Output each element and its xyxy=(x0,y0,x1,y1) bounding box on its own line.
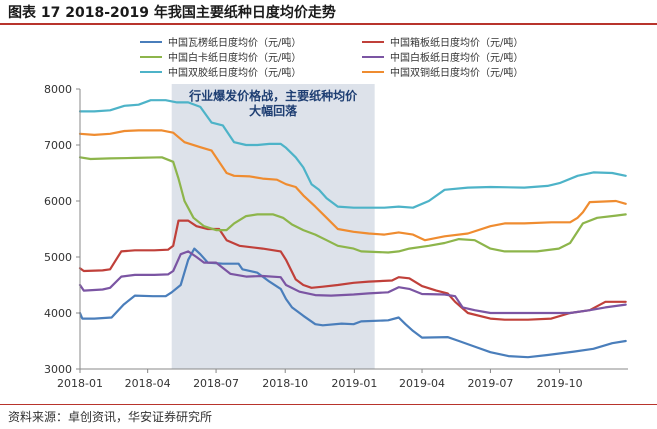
source-rule xyxy=(0,404,657,405)
x-tick-label: 2019-04 xyxy=(399,377,445,390)
y-tick-label: 7000 xyxy=(44,139,72,152)
y-tick-label: 4000 xyxy=(44,307,72,320)
series-line-2 xyxy=(78,156,627,254)
legend-swatch-coated-paper xyxy=(362,70,384,73)
x-tick-label: 2018-10 xyxy=(262,377,308,390)
y-tick-label: 3000 xyxy=(44,363,72,376)
legend-item-containerboard: 中国箱板纸日度均价（元/吨） xyxy=(362,34,523,49)
legend-item-corrugated: 中国瓦楞纸日度均价（元/吨） xyxy=(140,34,301,49)
legend-item-ivory-board: 中国白卡纸日度均价（元/吨） xyxy=(140,49,301,64)
legend-label-offset-paper: 中国双胶纸日度均价（元/吨） xyxy=(168,68,302,79)
y-tick-label: 8000 xyxy=(44,83,72,96)
legend-item-coated-paper: 中国双铜纸日度均价（元/吨） xyxy=(362,64,523,79)
legend-swatch-duplex-board xyxy=(362,55,384,58)
legend-swatch-containerboard xyxy=(362,40,384,43)
series-layer xyxy=(78,99,627,359)
x-tick-label: 2019-10 xyxy=(537,377,583,390)
legend-item-offset-paper: 中国双胶纸日度均价（元/吨） xyxy=(140,64,301,79)
series-line-5 xyxy=(78,129,627,242)
figure-title: 图表 17 2018-2019 年我国主要纸种日度均价走势 xyxy=(8,5,336,21)
legend-label-coated-paper: 中国双铜纸日度均价（元/吨） xyxy=(390,68,524,79)
x-tick-label: 2018-01 xyxy=(57,377,103,390)
legend-label-containerboard: 中国箱板纸日度均价（元/吨） xyxy=(390,38,524,49)
x-tick-label: 2019-07 xyxy=(467,377,513,390)
axes: 3000 4000 5000 6000 7000 8000 2018-01 2018-04 20… xyxy=(44,83,628,390)
x-tick-label: 2019-01 xyxy=(331,377,377,390)
annotation-line-2: 大幅回落 xyxy=(249,103,298,118)
x-tick-label: 2018-07 xyxy=(193,377,239,390)
legend-swatch-corrugated xyxy=(140,40,162,43)
series-line-0 xyxy=(78,247,627,359)
x-tick-label: 2018-04 xyxy=(125,377,171,390)
legend-swatch-offset-paper xyxy=(140,70,162,73)
legend-swatch-ivory-board xyxy=(140,55,162,58)
y-tick-label: 6000 xyxy=(44,195,72,208)
legend-label-corrugated: 中国瓦楞纸日度均价（元/吨） xyxy=(168,38,302,49)
series-line-1 xyxy=(78,219,627,321)
legend-label-ivory-board: 中国白卡纸日度均价（元/吨） xyxy=(168,53,302,64)
series-line-4 xyxy=(78,99,627,209)
series-line-3 xyxy=(78,250,627,315)
source-note: 资料来源：卓创资讯，华安证券研究所 xyxy=(8,410,213,424)
legend-item-duplex-board: 中国白板纸日度均价（元/吨） xyxy=(362,49,523,64)
y-tick-label: 5000 xyxy=(44,251,72,264)
title-underline xyxy=(0,23,657,25)
legend-label-duplex-board: 中国白板纸日度均价（元/吨） xyxy=(390,53,524,64)
annotation-line-1: 行业爆发价格战，主要纸种均价 xyxy=(188,88,358,103)
